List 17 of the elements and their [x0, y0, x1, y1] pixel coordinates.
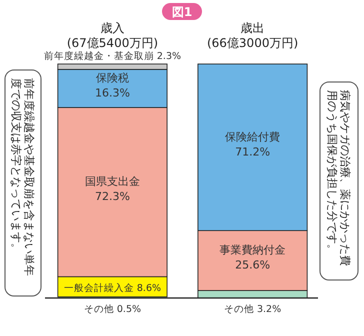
- text: 病気やケガの治療、薬にかかった費用のうち国保が負担した分です。: [326, 90, 352, 266]
- text: その他 0.5%: [84, 304, 142, 315]
- series-label: 国県支出金: [84, 175, 140, 188]
- x-tick-label: 歳出 (66億3000万円): [206, 21, 298, 50]
- text: 一般会計繰入金 8.6%: [64, 282, 162, 294]
- chart-title: 図1: [172, 5, 192, 19]
- series-label: 保険給付費: [225, 130, 280, 144]
- data-label: 25.6%: [235, 258, 270, 272]
- series-label: 事業費納付金: [220, 244, 286, 257]
- data-label: 16.3%: [94, 86, 130, 100]
- data-label: 72.3%: [94, 190, 130, 204]
- text: 前年度繰越金や基金取崩を含まない単年度での収支は赤字となっています。: [10, 78, 36, 276]
- data-label: 71.2%: [235, 145, 270, 158]
- series-label: 保険税: [96, 71, 129, 84]
- text: 前年度繰越金・基金取崩 2.3%: [44, 51, 182, 62]
- text: その他 3.2%: [224, 304, 282, 315]
- x-tick-label: 歳入 (67億5400万円): [66, 21, 158, 50]
